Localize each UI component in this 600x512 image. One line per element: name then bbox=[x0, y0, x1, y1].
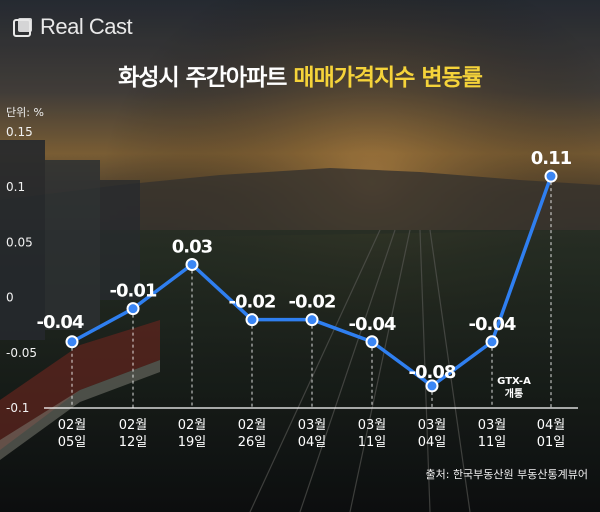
title-part2: 매매가격지수 변동률 bbox=[293, 65, 482, 91]
x-tick-label: 03월 bbox=[298, 418, 327, 433]
y-tick-label: -0.05 bbox=[6, 346, 37, 360]
x-tick-label: 02월 bbox=[238, 418, 267, 433]
x-tick-label: 03월 bbox=[358, 418, 387, 433]
data-label: -0.04 bbox=[469, 314, 516, 335]
x-tick-label: 04일 bbox=[418, 435, 447, 450]
data-point bbox=[365, 335, 379, 349]
x-tick-label: 26일 bbox=[238, 435, 267, 450]
unit-label: 단위: % bbox=[6, 106, 44, 119]
data-label: -0.04 bbox=[37, 312, 84, 333]
data-label: -0.08 bbox=[409, 362, 456, 383]
data-label: 0.11 bbox=[531, 148, 572, 169]
brand-mark-icon bbox=[13, 18, 32, 37]
x-tick-label: 03월 bbox=[418, 418, 447, 433]
data-point bbox=[65, 335, 79, 349]
data-label: -0.04 bbox=[349, 314, 396, 335]
x-tick-label: 02월 bbox=[119, 418, 148, 433]
annotation-text: 개통 bbox=[505, 387, 523, 400]
data-label: 0.03 bbox=[172, 236, 213, 257]
data-point bbox=[245, 313, 259, 327]
data-label: -0.02 bbox=[289, 292, 336, 313]
data-point bbox=[305, 313, 319, 327]
data-point bbox=[126, 302, 140, 316]
x-tick-label: 05일 bbox=[58, 435, 87, 450]
annotation-text: GTX-A bbox=[497, 376, 531, 387]
data-label: -0.01 bbox=[110, 281, 157, 302]
data-point bbox=[185, 257, 199, 271]
y-tick-label: 0.1 bbox=[6, 180, 25, 194]
data-point bbox=[485, 335, 499, 349]
y-tick-label: -0.1 bbox=[6, 401, 29, 415]
y-tick-label: 0.15 bbox=[6, 125, 33, 139]
source-note: 출처: 한국부동산원 부동산통계뷰어 bbox=[425, 468, 589, 481]
x-tick-label: 03월 bbox=[478, 418, 507, 433]
y-tick-label: 0 bbox=[6, 291, 14, 305]
x-tick-label: 04월 bbox=[537, 418, 566, 433]
brand-logo: Real Cast bbox=[12, 14, 133, 40]
y-tick-label: 0.05 bbox=[6, 235, 33, 249]
x-tick-label: 19일 bbox=[178, 435, 207, 450]
data-point bbox=[544, 169, 558, 183]
x-tick-label: 11일 bbox=[358, 435, 387, 450]
x-tick-label: 02월 bbox=[58, 418, 87, 433]
x-tick-label: 12일 bbox=[119, 435, 148, 450]
x-tick-label: 02월 bbox=[178, 418, 207, 433]
data-point bbox=[425, 379, 439, 393]
chart-title: 화성시 주간아파트 매매가격지수 변동률 bbox=[0, 58, 600, 92]
title-part1: 화성시 주간아파트 bbox=[118, 65, 294, 91]
brand-name: Real Cast bbox=[40, 14, 133, 39]
x-tick-label: 01일 bbox=[537, 435, 566, 450]
x-tick-label: 11일 bbox=[478, 435, 507, 450]
data-label: -0.02 bbox=[229, 292, 276, 313]
x-tick-label: 04일 bbox=[298, 435, 327, 450]
